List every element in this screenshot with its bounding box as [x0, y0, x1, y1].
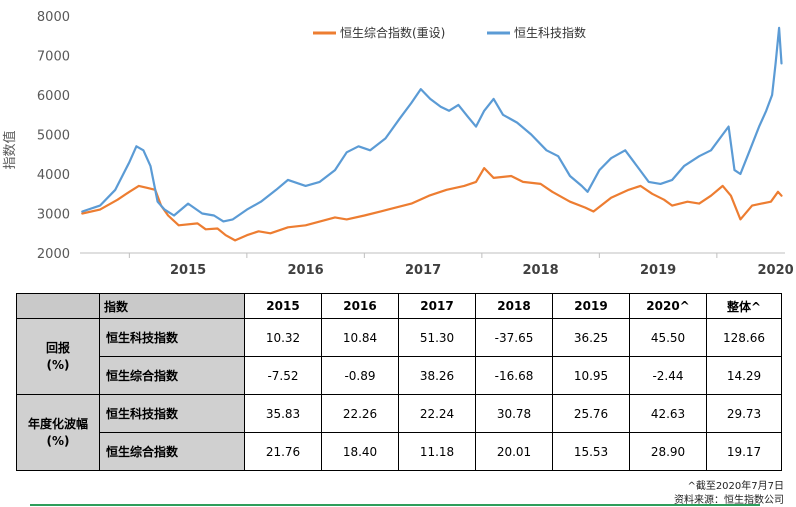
- header-col: 2018: [475, 293, 553, 319]
- series-layer: [81, 26, 783, 242]
- table-cell: -2.44: [629, 356, 707, 395]
- header-index-label: 指数: [99, 293, 245, 319]
- group-label-line2: (%): [46, 433, 70, 448]
- header-col: 2016: [321, 293, 399, 319]
- row-name: 恒生综合指数: [99, 432, 245, 471]
- table-cell: 10.95: [552, 356, 630, 395]
- x-tick-label: 2016: [288, 263, 324, 278]
- y-tick-label: 8000: [37, 10, 70, 25]
- row-name: 恒生科技指数: [99, 394, 245, 433]
- table-row: 恒生综合指数 21.76 18.40 11.18 20.01 15.53 28.…: [17, 432, 782, 471]
- table-cell: 42.63: [629, 394, 707, 433]
- y-axis: 2000 3000 4000 5000 6000 7000 8000: [37, 10, 70, 262]
- table-cell: 35.83: [244, 394, 322, 433]
- table-cell: 29.73: [706, 394, 782, 433]
- table-cell: 25.76: [552, 394, 630, 433]
- table-cell: 36.25: [552, 318, 630, 357]
- footnote-date: ^截至2020年7月7日: [687, 481, 784, 492]
- table-row: 回报 (%) 恒生科技指数 10.32 10.84 51.30 -37.65 3…: [16, 318, 782, 395]
- table-cell: 30.78: [475, 394, 553, 433]
- x-axis: 2015 2016 2017 2018 2019 2020: [80, 252, 794, 278]
- table-cell: 51.30: [398, 318, 476, 357]
- y-axis-label: 指数值: [2, 130, 18, 169]
- table-cell: -37.65: [475, 318, 553, 357]
- y-tick-label: 3000: [37, 208, 70, 223]
- x-tick-label: 2017: [405, 263, 441, 278]
- table-cell: 28.90: [629, 432, 707, 471]
- table-cell: 10.84: [321, 318, 399, 357]
- group-label-return: 回报 (%): [16, 318, 100, 395]
- performance-table: 指数 2015 2016 2017 2018 2019 2020^ 整体^ 回报…: [16, 293, 782, 471]
- y-tick-label: 6000: [37, 89, 70, 104]
- x-tick-label: 2020: [758, 263, 794, 278]
- table-cell: 45.50: [629, 318, 707, 357]
- table-cell: 128.66: [706, 318, 782, 357]
- table-cell: 21.76: [244, 432, 322, 471]
- table-cell: -16.68: [475, 356, 553, 395]
- x-tick-label: 2019: [640, 263, 676, 278]
- header-col: 2015: [244, 293, 322, 319]
- y-tick-label: 7000: [37, 50, 70, 65]
- table-cell: 18.40: [321, 432, 399, 471]
- legend-label-hstech: 恒生科技指数: [514, 25, 586, 40]
- legend: 恒生综合指数(重设) 恒生科技指数: [313, 25, 586, 40]
- header-col: 2019: [552, 293, 630, 319]
- bottom-divider: [30, 504, 760, 506]
- table-cell: 11.18: [398, 432, 476, 471]
- series-line-1: [81, 26, 783, 223]
- table-cell: 10.32: [244, 318, 322, 357]
- table-cell: 19.17: [706, 432, 782, 471]
- header-col: 2017: [398, 293, 476, 319]
- table-header-row: 指数 2015 2016 2017 2018 2019 2020^ 整体^: [16, 293, 782, 319]
- x-tick-label: 2018: [523, 263, 559, 278]
- table-cell: -0.89: [321, 356, 399, 395]
- table-row: 年度化波幅 (%) 恒生科技指数 35.83 22.26 22.24 30.78…: [16, 394, 782, 471]
- header-corner: [16, 293, 100, 319]
- group-label-volatility: 年度化波幅 (%): [16, 394, 100, 471]
- group-label-line2: (%): [46, 357, 70, 372]
- y-tick-label: 2000: [37, 247, 70, 262]
- group-label-line1: 年度化波幅: [27, 416, 88, 431]
- x-tick-label: 2015: [170, 263, 206, 278]
- group-label-line1: 回报: [45, 340, 70, 355]
- row-name: 恒生科技指数: [99, 318, 245, 357]
- y-tick-label: 4000: [37, 168, 70, 183]
- row-name: 恒生综合指数: [99, 356, 245, 395]
- series-line-0: [81, 167, 783, 242]
- table-cell: 38.26: [398, 356, 476, 395]
- y-tick-label: 5000: [37, 129, 70, 144]
- table-cell: 15.53: [552, 432, 630, 471]
- table-cell: 14.29: [706, 356, 782, 395]
- legend-label-hsci: 恒生综合指数(重设): [340, 25, 445, 40]
- table-cell: 20.01: [475, 432, 553, 471]
- table-row: 恒生综合指数 -7.52 -0.89 38.26 -16.68 10.95 -2…: [17, 356, 782, 395]
- table-cell: -7.52: [244, 356, 322, 395]
- footnote-source: 资料来源：恒生指数公司: [674, 495, 784, 506]
- table-cell: 22.24: [398, 394, 476, 433]
- table-cell: 22.26: [321, 394, 399, 433]
- header-col: 2020^: [629, 293, 707, 319]
- header-col: 整体^: [706, 293, 782, 319]
